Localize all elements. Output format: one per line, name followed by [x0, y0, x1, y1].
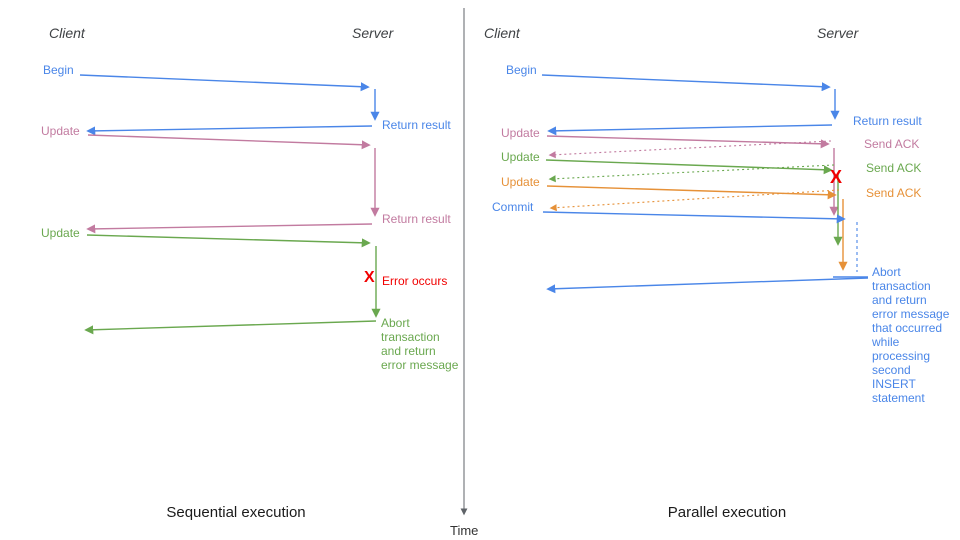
seq-error-x-icon: X	[364, 269, 375, 286]
par-return-result-label: Return result	[853, 114, 922, 128]
par-client-header: Client	[484, 25, 520, 41]
seq-update1-request-arrow	[87, 134, 371, 150]
par-commit-request-arrow	[542, 211, 846, 224]
par-ack1-dotted-arrow	[548, 140, 832, 159]
par-begin-request-arrow	[541, 74, 831, 92]
seq-update-1-label: Update	[41, 124, 80, 138]
par-abort-note: Abort transaction and return error messa…	[872, 265, 950, 405]
time-axis-label: Time	[450, 523, 479, 538]
seq-caption: Sequential execution	[166, 504, 306, 521]
seq-begin-response-arrow	[86, 125, 373, 136]
par-begin-response-arrow	[547, 124, 833, 136]
seq-begin-label: Begin	[43, 63, 74, 77]
sequential-arrows	[79, 74, 381, 335]
seq-server-header: Server	[352, 25, 394, 41]
seq-abort-response-arrow	[84, 320, 377, 335]
par-abort-response-arrow	[546, 277, 869, 294]
seq-client-header: Client	[49, 25, 85, 41]
seq-return-result-1-label: Return result	[382, 118, 451, 132]
seq-update2-request-arrow	[86, 234, 371, 248]
par-send-ack-3-label: Send ACK	[866, 186, 922, 200]
seq-begin-request-arrow	[79, 74, 370, 92]
parallel-arrows	[541, 74, 869, 294]
par-ack3-dotted-arrow	[549, 189, 840, 212]
seq-error-label: Error occurs	[382, 274, 448, 288]
par-update-1-label: Update	[501, 126, 540, 140]
par-update3-request-arrow	[546, 185, 837, 200]
par-error-x-icon: X	[830, 167, 843, 187]
par-send-ack-2-label: Send ACK	[866, 161, 922, 175]
seq-return-result-2-label: Return result	[382, 212, 451, 226]
par-update2-request-arrow	[545, 159, 833, 175]
par-update-2-label: Update	[501, 150, 540, 164]
seq-abort-note: Abort transaction and return error messa…	[381, 316, 459, 372]
par-begin-label: Begin	[506, 63, 537, 77]
par-update1-request-arrow	[546, 135, 830, 149]
seq-update1-response-arrow	[86, 223, 373, 234]
par-update-3-label: Update	[501, 175, 540, 189]
par-ack2-dotted-arrow	[548, 164, 835, 183]
seq-update-2-label: Update	[41, 226, 80, 240]
par-commit-label: Commit	[492, 200, 534, 214]
par-send-ack-1-label: Send ACK	[864, 137, 920, 151]
par-server-header: Server	[817, 25, 859, 41]
par-caption: Parallel execution	[667, 504, 787, 521]
